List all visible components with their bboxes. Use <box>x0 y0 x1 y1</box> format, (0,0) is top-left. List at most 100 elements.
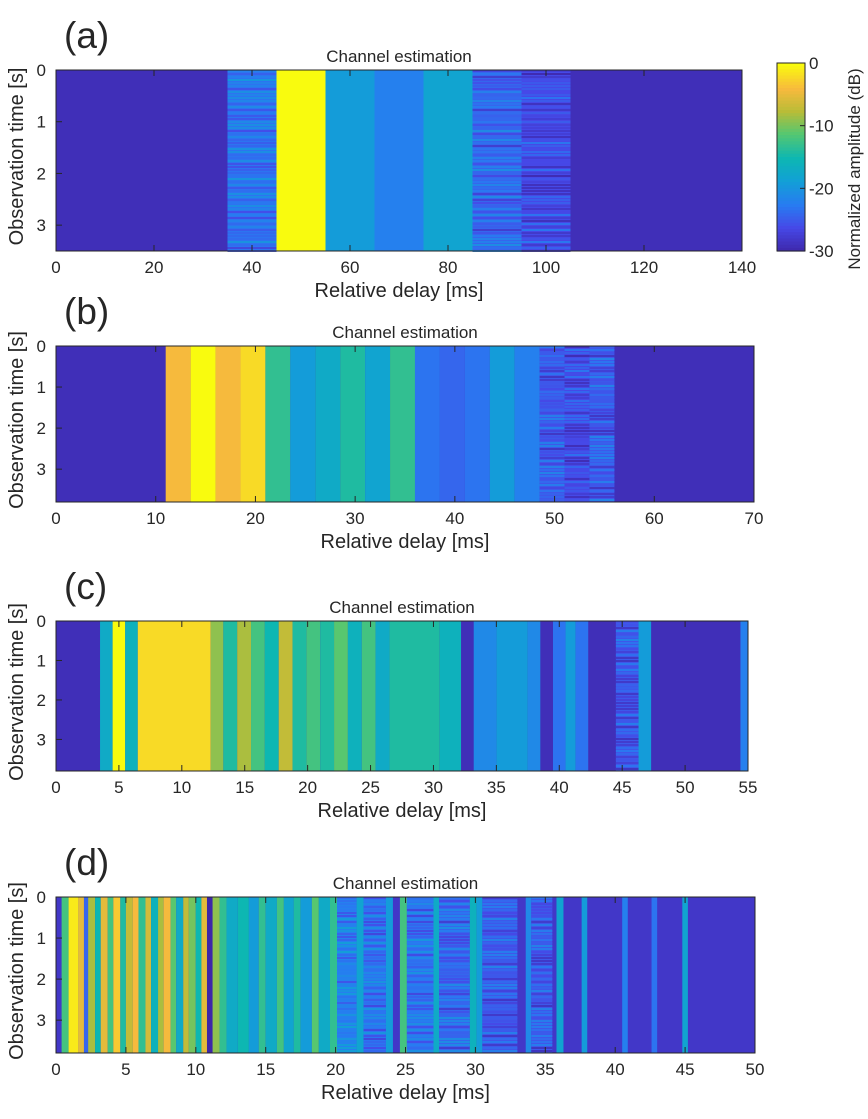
band-streak <box>472 205 522 207</box>
band-streak <box>521 97 571 99</box>
band-streak <box>439 999 470 1001</box>
colorbar-step <box>777 185 805 189</box>
band-streak <box>363 999 386 1001</box>
band-streak <box>439 1020 470 1022</box>
plot-frame <box>55 345 755 503</box>
band-streak <box>406 903 434 905</box>
band-streak <box>589 430 615 432</box>
band-streak <box>564 391 590 393</box>
band-streak <box>472 196 522 198</box>
colorbar-step <box>777 225 805 230</box>
band-streak <box>531 912 553 914</box>
band-streak <box>336 942 357 944</box>
band-streak <box>363 969 386 971</box>
heatmap-band-29 <box>248 897 259 1053</box>
band-streak <box>589 466 615 468</box>
band-streak <box>539 493 565 495</box>
band-streak <box>439 948 470 950</box>
band-streak <box>482 1029 518 1031</box>
band-streak <box>227 241 277 243</box>
band-streak <box>482 1032 518 1034</box>
colorbar-step <box>777 88 805 92</box>
band-streak <box>336 939 357 941</box>
band-streak <box>615 726 639 728</box>
band-streak <box>227 115 277 117</box>
heatmap-band-4 <box>83 897 89 1053</box>
band-streak <box>363 930 386 932</box>
band-streak <box>521 196 571 198</box>
band-streak <box>482 984 518 986</box>
band-streak <box>363 948 386 950</box>
band-streak <box>336 1026 357 1028</box>
band-streak <box>531 954 553 956</box>
colorbar-tick-label: -20 <box>809 179 834 198</box>
band-streak <box>564 481 590 483</box>
band-streak <box>482 933 518 935</box>
colorbar-step <box>777 166 805 171</box>
band-streak <box>406 945 434 947</box>
band-streak <box>363 990 386 992</box>
band-streak <box>531 927 553 929</box>
band-streak <box>564 385 590 387</box>
band-streak <box>472 238 522 240</box>
band-streak <box>439 903 470 905</box>
band-streak <box>363 972 386 974</box>
band-streak <box>589 382 615 384</box>
x-tick-label: 120 <box>630 258 658 277</box>
heatmap-band-6 <box>223 621 238 771</box>
colorbar-step <box>777 103 805 108</box>
plot-frame <box>55 69 743 252</box>
colorbar-label: Normalized amplitude (dB) <box>845 68 864 269</box>
heatmap-band-19 <box>439 621 462 771</box>
band-streak <box>531 1023 553 1025</box>
band-streak <box>439 984 470 986</box>
band-streak <box>227 196 277 198</box>
band-streak <box>472 142 522 144</box>
band-streak <box>589 379 615 381</box>
heatmap-band-43 <box>399 897 407 1053</box>
chart-title: Channel estimation <box>329 598 475 617</box>
band-streak <box>439 942 470 944</box>
heatmap-band-20 <box>183 897 189 1053</box>
band-streak <box>539 364 565 366</box>
band-streak <box>615 702 639 704</box>
band-streak <box>482 963 518 965</box>
band-streak <box>482 1041 518 1043</box>
band-streak <box>539 439 565 441</box>
band-streak <box>589 469 615 471</box>
band-streak <box>336 945 357 947</box>
heatmap-band-36 <box>311 897 319 1053</box>
band-streak <box>521 238 571 240</box>
colorbar-step <box>777 119 805 124</box>
band-streak <box>564 478 590 480</box>
heatmap-band-3 <box>215 346 241 502</box>
band-streak <box>406 990 434 992</box>
heatmap-band-48 <box>476 897 483 1053</box>
band-streak <box>539 361 565 363</box>
band-streak <box>539 382 565 384</box>
band-streak <box>521 163 571 165</box>
band-streak <box>531 921 553 923</box>
band-streak <box>439 1050 470 1052</box>
band-streak <box>472 145 522 147</box>
band-streak <box>482 1005 518 1007</box>
band-streak <box>564 484 590 486</box>
heatmap-band-9 <box>113 897 121 1053</box>
band-streak <box>472 88 522 90</box>
band-streak <box>564 367 590 369</box>
band-streak <box>472 106 522 108</box>
band-streak <box>227 91 277 93</box>
band-streak <box>439 957 470 959</box>
colorbar-step <box>777 200 805 205</box>
band-streak <box>589 448 615 450</box>
band-streak <box>336 975 357 977</box>
band-streak <box>363 957 386 959</box>
band-streak <box>406 996 434 998</box>
band-streak <box>227 181 277 183</box>
band-streak <box>406 915 434 917</box>
band-streak <box>439 972 470 974</box>
band-streak <box>363 987 386 989</box>
band-streak <box>336 1023 357 1025</box>
band-streak <box>363 945 386 947</box>
band-streak <box>564 469 590 471</box>
